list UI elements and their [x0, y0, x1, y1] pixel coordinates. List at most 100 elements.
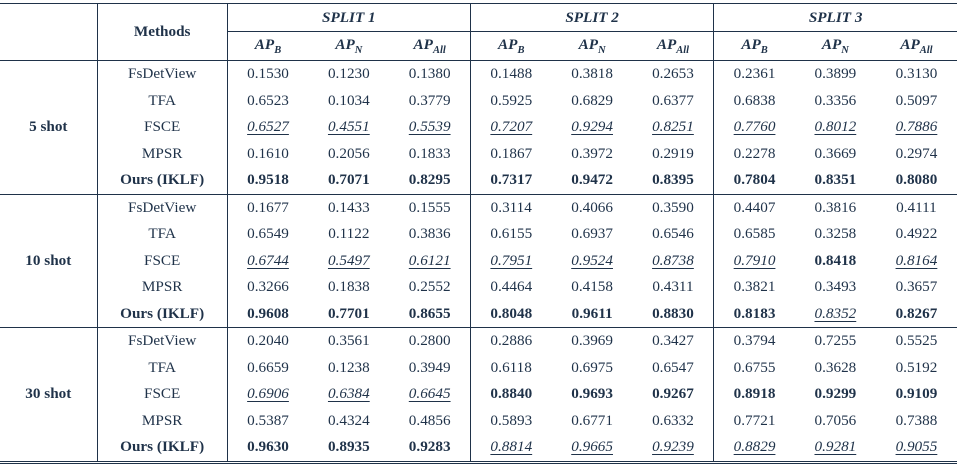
- metric-value: 0.7760: [714, 114, 795, 141]
- method-name: MPSR: [97, 274, 228, 301]
- metric-value: 0.9665: [551, 434, 633, 464]
- metric-value: 0.5539: [389, 114, 471, 141]
- table-body: 5 shot FsDetView 0.1530 0.1230 0.1380 0.1488 0…: [0, 60, 957, 464]
- metric-value: 0.6118: [490, 358, 532, 376]
- table-row: 5 shot FsDetView 0.1530 0.1230 0.1380 0.1488 0…: [0, 60, 957, 195]
- metric-value: 0.3818: [571, 65, 613, 83]
- table-row: MPSR 0.5387 0.4324 0.4856 0.5893 0.6771 0.6332…: [0, 407, 957, 434]
- method-name: TFA: [97, 221, 228, 248]
- metric-header: APAll: [389, 31, 471, 61]
- metric-value: 0.1838: [327, 278, 370, 296]
- metric-value: 0.2974: [895, 144, 938, 162]
- underlined-value: 0.7910: [733, 251, 776, 269]
- metric-header: APB: [713, 31, 795, 61]
- table-row: FSCE 0.6744 0.5497 0.6121 0.7951 0.9524 0.8738…: [0, 247, 957, 275]
- metric-value: 0.8935: [308, 434, 390, 464]
- metric-value: 0.9299: [814, 385, 857, 403]
- metric-value: 0.6377: [632, 87, 715, 114]
- metric-value: 0.8840: [490, 385, 533, 403]
- metric-value: 0.3779: [389, 87, 471, 114]
- underlined-value: 0.5539: [408, 118, 451, 136]
- metric-value: 0.2278: [733, 144, 776, 162]
- underlined-value: 0.9281: [814, 438, 857, 456]
- metric-header: APB: [470, 31, 552, 61]
- metric-value: 0.3427: [632, 327, 715, 355]
- metric-value: 0.6549: [247, 225, 289, 243]
- metric-value: 0.8738: [632, 247, 715, 274]
- metric-value: 0.3657: [895, 278, 938, 296]
- metric-value: 0.9109: [895, 385, 938, 403]
- metric-value: 0.8395: [632, 167, 715, 195]
- underlined-value: 0.8251: [652, 118, 694, 136]
- metric-value: 0.9518: [227, 167, 309, 195]
- metric-value: 0.3816: [814, 198, 857, 216]
- shot-header-cell: [0, 3, 98, 61]
- metric-value: 0.1677: [247, 198, 289, 216]
- metric-value: 0.8418: [814, 251, 857, 269]
- metric-value: 0.3130: [895, 65, 938, 83]
- metric-value: 0.9608: [227, 300, 309, 328]
- underlined-value: 0.9294: [571, 118, 613, 136]
- table-row: Ours (IKLF) 0.9630 0.8935 0.9283 0.8814 0.966…: [0, 434, 957, 464]
- metric-value: 0.4551: [308, 114, 389, 141]
- split-1-header: SPLIT 1: [227, 3, 471, 32]
- metric-header: APB: [227, 31, 309, 61]
- metric-value: 0.7804: [713, 167, 795, 195]
- metric-value: 0.5097: [895, 91, 938, 109]
- underlined-value: 0.7207: [490, 118, 533, 136]
- shot-label: 30 shot: [0, 327, 98, 464]
- metric-value: 0.8251: [632, 114, 715, 141]
- underlined-value: 0.8012: [814, 118, 857, 136]
- metric-value: 0.4111: [896, 198, 937, 216]
- underlined-value: 0.4551: [327, 118, 370, 136]
- underlined-value: 0.8352: [814, 304, 857, 322]
- underlined-value: 0.6645: [408, 385, 451, 403]
- table-row: MPSR 0.1610 0.2056 0.1833 0.1867 0.3972 0.2919…: [0, 140, 957, 167]
- metric-value: 0.6121: [389, 247, 471, 274]
- underlined-value: 0.7886: [895, 118, 938, 136]
- metric-value: 0.2040: [247, 332, 289, 350]
- metric-value: 0.7951: [470, 248, 551, 275]
- split-3-header: SPLIT 3: [713, 3, 957, 32]
- table-row: TFA 0.6659 0.1238 0.3949 0.6118 0.6975 0.6547 0…: [0, 354, 957, 381]
- metric-value: 0.6645: [389, 381, 471, 408]
- metric-value: 0.8183: [713, 300, 795, 328]
- method-name: TFA: [97, 87, 228, 114]
- metric-value: 0.9281: [794, 434, 876, 464]
- table-row: TFA 0.6549 0.1122 0.3836 0.6155 0.6937 0.6546 0…: [0, 221, 957, 248]
- metric-value: 0.9239: [632, 434, 715, 464]
- underlined-value: 0.6906: [247, 385, 289, 403]
- shot-label: 10 shot: [0, 194, 98, 328]
- metric-value: 0.2886: [490, 332, 533, 350]
- metric-value: 0.3258: [814, 225, 857, 243]
- metric-value: 0.3561: [327, 332, 370, 350]
- metric-value: 0.3949: [389, 354, 471, 381]
- table-row: Ours (IKLF) 0.9608 0.7701 0.8655 0.8048 0.961…: [0, 300, 957, 328]
- metric-value: 0.7388: [895, 411, 938, 429]
- metric-value: 0.7255: [814, 332, 857, 350]
- metric-value: 0.1380: [389, 60, 471, 88]
- metric-value: 0.6659: [247, 358, 289, 376]
- metric-value: 0.1433: [327, 198, 370, 216]
- table-row: FSCE 0.6527 0.4551 0.5539 0.7207 0.9294 0.8251…: [0, 114, 957, 141]
- metric-value: 0.7071: [308, 167, 390, 195]
- method-name: Ours (IKLF): [97, 300, 228, 328]
- metric-value: 0.3972: [571, 144, 613, 162]
- underlined-value: 0.8814: [490, 438, 533, 456]
- method-name: FSCE: [97, 381, 228, 408]
- metric-value: 0.9472: [551, 167, 633, 195]
- metric-value: 0.2653: [632, 60, 715, 88]
- metric-value: 0.3969: [571, 332, 613, 350]
- underlined-value: 0.9665: [571, 438, 613, 456]
- metric-value: 0.7886: [876, 114, 957, 141]
- metric-value: 0.7910: [714, 248, 795, 275]
- metric-value: 0.9693: [571, 385, 613, 403]
- table-row: MPSR 0.3266 0.1838 0.2552 0.4464 0.4158 0.4311…: [0, 274, 957, 301]
- metric-value: 0.6906: [227, 381, 308, 408]
- metric-value: 0.8351: [794, 167, 876, 195]
- method-name: FsDetView: [97, 327, 228, 355]
- metric-header: APAll: [875, 31, 957, 61]
- metric-value: 0.2919: [632, 140, 715, 167]
- metric-value: 0.3266: [247, 278, 289, 296]
